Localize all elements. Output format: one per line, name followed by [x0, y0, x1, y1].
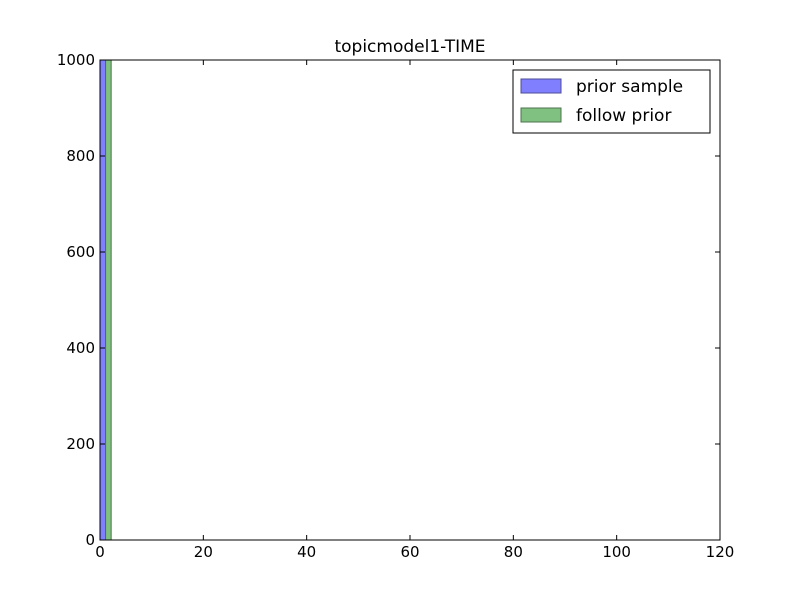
- legend-swatch-follow-prior: [520, 107, 562, 123]
- bar-prior-sample-0: [99, 59, 107, 541]
- x-tick-label: 20: [194, 543, 213, 561]
- x-tick-label: 40: [297, 543, 316, 561]
- x-tick-label: 80: [504, 543, 523, 561]
- y-tick-label: 400: [66, 339, 95, 357]
- x-tick-label: 120: [706, 543, 735, 561]
- y-tick-label: 600: [66, 243, 95, 261]
- legend-swatch-prior-sample: [520, 78, 562, 94]
- y-tick-label: 200: [66, 435, 95, 453]
- y-tick-label: 0: [85, 531, 95, 549]
- legend: prior sample follow prior: [512, 69, 711, 134]
- bar-follow-prior-0: [105, 59, 112, 541]
- x-tick-label: 60: [400, 543, 419, 561]
- y-tick-label: 1000: [57, 51, 95, 69]
- axis-ticks: 0 20 40 60 80 100 120 0 200 400 600 800 1000: [57, 51, 735, 561]
- legend-label-follow-prior: follow prior: [576, 106, 671, 126]
- y-tick-label: 800: [66, 147, 95, 165]
- x-tick-label: 100: [602, 543, 631, 561]
- x-tick-label: 0: [95, 543, 105, 561]
- bars-group: [99, 59, 112, 541]
- chart-title: topicmodel1-TIME: [334, 37, 485, 57]
- legend-label-prior-sample: prior sample: [576, 77, 683, 97]
